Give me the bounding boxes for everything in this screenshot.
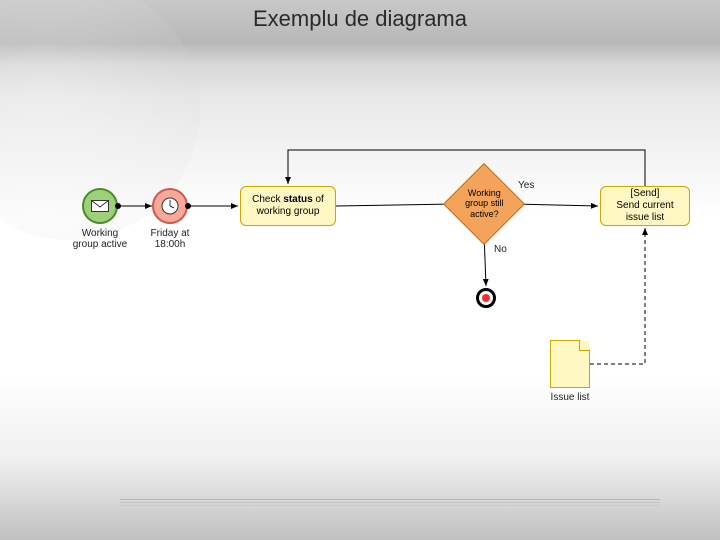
check-status-task-label: Check status of working group <box>247 194 329 218</box>
start-event <box>82 188 118 224</box>
page-title: Exemplu de diagrama <box>0 6 720 32</box>
decorative-footer-lines <box>120 499 660 500</box>
decision-gateway-label: Working group still active? <box>456 188 512 219</box>
clock-icon <box>160 196 180 216</box>
envelope-icon <box>91 200 109 212</box>
gateway-no-label: No <box>494 244 518 255</box>
connectors <box>60 120 700 460</box>
end-event <box>476 288 496 308</box>
timer-event <box>152 188 188 224</box>
decision-gateway: Working group still active? <box>443 163 525 245</box>
bpmn-diagram: Working group active Friday at 18:00h Ch… <box>60 120 700 460</box>
send-issue-list-task-label: [Send]Send current issue list <box>607 188 683 224</box>
start-event-label: Working group active <box>68 228 132 250</box>
send-issue-list-task: [Send]Send current issue list <box>600 186 690 226</box>
gateway-yes-label: Yes <box>518 180 548 191</box>
issue-list-data-object-label: Issue list <box>540 392 600 403</box>
timer-event-label: Friday at 18:00h <box>140 228 200 250</box>
token-dot <box>115 203 121 209</box>
issue-list-data-object <box>550 340 590 388</box>
check-status-task: Check status of working group <box>240 186 336 226</box>
token-dot <box>185 203 191 209</box>
